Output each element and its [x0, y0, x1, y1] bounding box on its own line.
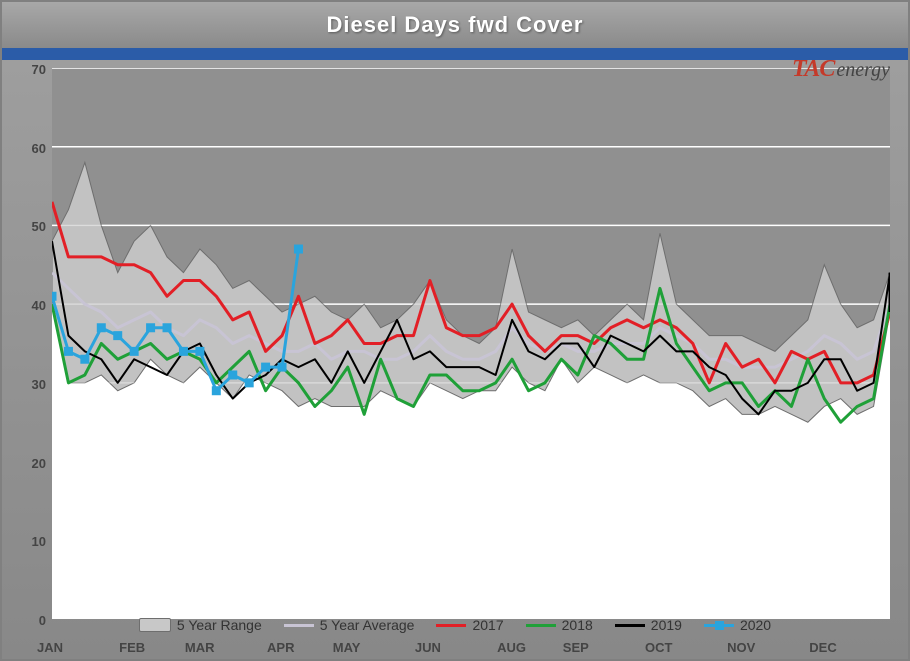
legend-swatch-marker — [704, 624, 734, 627]
x-tick-label: AUG — [497, 640, 526, 655]
legend-item: 2018 — [526, 617, 593, 633]
y-tick-label: 40 — [6, 298, 46, 313]
chart-title-bar: Diesel Days fwd Cover — [2, 2, 908, 48]
legend-item: 2020 — [704, 617, 771, 633]
chart-title: Diesel Days fwd Cover — [327, 12, 584, 38]
y-tick-label: 70 — [6, 62, 46, 77]
y-tick-label: 10 — [6, 534, 46, 549]
chart-container: Diesel Days fwd Cover TACenergy 5 Year R… — [0, 0, 910, 661]
y-tick-label: 50 — [6, 219, 46, 234]
legend-item: 5 Year Average — [284, 617, 415, 633]
x-tick-label: MAR — [185, 640, 215, 655]
x-tick-label: FEB — [119, 640, 145, 655]
legend-swatch-line — [615, 624, 645, 627]
legend-swatch-line — [526, 624, 556, 627]
legend-label: 2020 — [740, 617, 771, 633]
legend-label: 5 Year Range — [177, 617, 262, 633]
x-tick-label: DEC — [809, 640, 836, 655]
y-tick-label: 60 — [6, 141, 46, 156]
legend-item: 2019 — [615, 617, 682, 633]
legend: 5 Year Range 5 Year Average 2017 2018 2019 20… — [2, 613, 908, 637]
y-tick-label: 20 — [6, 456, 46, 471]
logo-energy: energy — [836, 59, 890, 81]
legend-label: 2017 — [472, 617, 503, 633]
legend-label: 5 Year Average — [320, 617, 415, 633]
legend-item: 5 Year Range — [139, 617, 262, 633]
x-tick-label: JUN — [415, 640, 441, 655]
x-tick-label: MAY — [333, 640, 361, 655]
legend-swatch-line — [284, 624, 314, 627]
logo-tac: TAC — [792, 56, 834, 82]
x-tick-label: OCT — [645, 640, 672, 655]
legend-swatch-band — [139, 618, 171, 632]
x-tick-label: APR — [267, 640, 294, 655]
legend-swatch-line — [436, 624, 466, 627]
x-tick-label: JAN — [37, 640, 63, 655]
brand-logo: TACenergy — [792, 56, 890, 83]
header-stripe — [2, 48, 908, 60]
plot-area — [52, 68, 890, 619]
plot-svg — [52, 68, 890, 619]
x-tick-label: SEP — [563, 640, 589, 655]
legend-label: 2018 — [562, 617, 593, 633]
y-tick-label: 30 — [6, 377, 46, 392]
legend-label: 2019 — [651, 617, 682, 633]
x-tick-label: NOV — [727, 640, 755, 655]
legend-item: 2017 — [436, 617, 503, 633]
